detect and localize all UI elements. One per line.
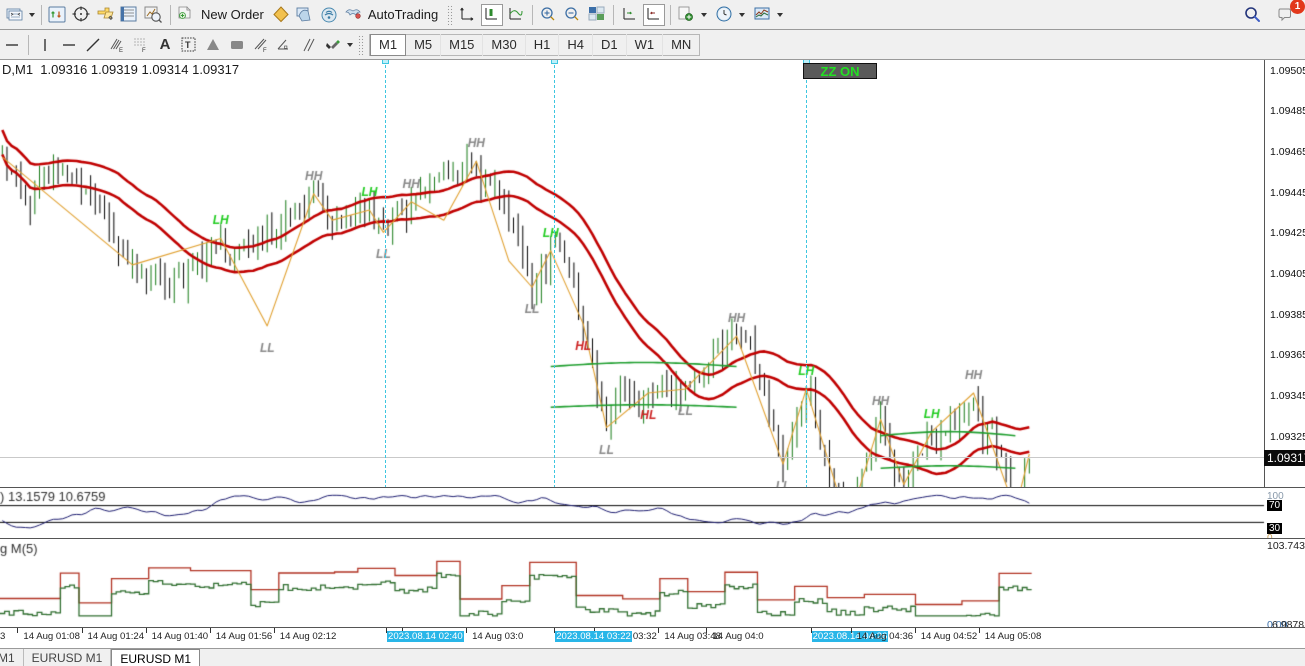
svg-text:F: F — [142, 48, 146, 53]
svg-text:T: T — [185, 40, 191, 50]
svg-text:F: F — [263, 48, 267, 54]
svg-text:E: E — [119, 48, 123, 54]
